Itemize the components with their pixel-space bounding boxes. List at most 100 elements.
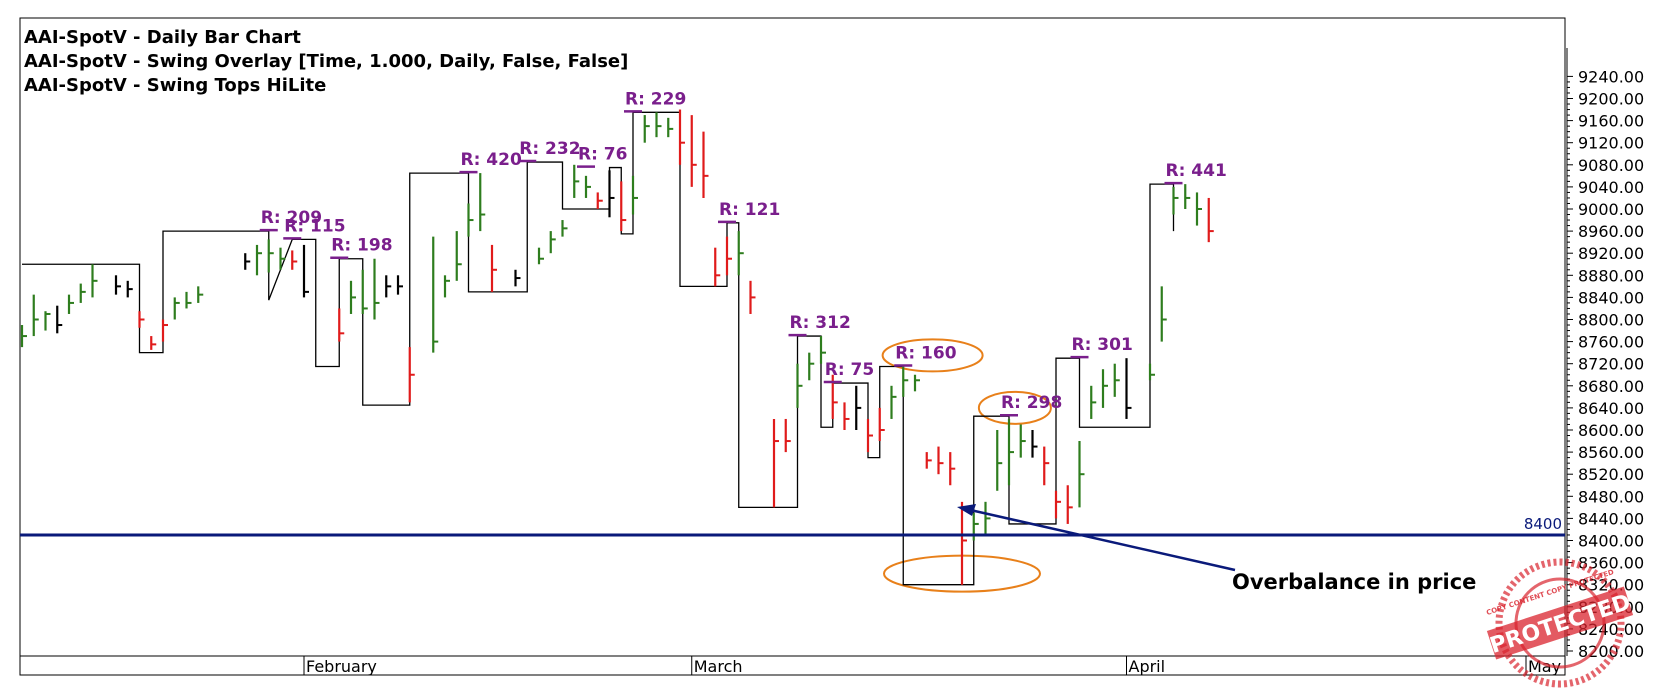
- price-bar: [784, 418, 791, 453]
- price-bar: [279, 247, 286, 270]
- highlight-ellipse: [977, 390, 1052, 425]
- price-tick-label: 8640.00: [1578, 399, 1644, 418]
- price-tick-label: 8360.00: [1578, 554, 1644, 573]
- price-bar: [291, 250, 298, 270]
- price-bar: [1007, 418, 1014, 486]
- price-bar: [913, 374, 920, 392]
- price-bar: [255, 244, 262, 276]
- swing-label: R: 441: [1166, 161, 1227, 181]
- price-tick-label: 8880.00: [1578, 266, 1644, 285]
- price-bar: [620, 181, 627, 232]
- price-bar: [20, 325, 27, 348]
- price-bar: [244, 253, 251, 270]
- price-bar: [479, 173, 486, 232]
- price-tick-label: 9080.00: [1578, 156, 1644, 175]
- price-bar: [1125, 358, 1132, 419]
- price-bar: [126, 280, 133, 298]
- price-bar: [114, 275, 121, 295]
- price-bar: [608, 170, 615, 218]
- price-bar: [537, 247, 544, 265]
- price-bar: [690, 115, 697, 187]
- price-bar: [737, 231, 744, 276]
- price-bar: [631, 175, 638, 215]
- price-bar: [490, 244, 497, 292]
- price-bar: [267, 239, 274, 273]
- price-bar: [714, 247, 721, 287]
- price-bar: [561, 220, 568, 237]
- swing-overlay-legend: AAI-SpotV - Swing Overlay [Time, 1.000, …: [24, 51, 629, 72]
- swing-label: R: 312: [790, 313, 851, 333]
- price-bar: [584, 175, 591, 198]
- price-tick-label: 8520.00: [1578, 465, 1644, 484]
- price-tick-label: 8720.00: [1578, 355, 1644, 374]
- price-tick-label: 8840.00: [1578, 288, 1644, 307]
- price-tick-label: 8560.00: [1578, 443, 1644, 462]
- price-bar: [338, 308, 345, 342]
- price-bar: [749, 280, 756, 314]
- price-bar: [1066, 485, 1073, 524]
- price-bar: [138, 311, 145, 328]
- price-bar: [91, 264, 98, 298]
- swing-label: R: 115: [284, 216, 345, 236]
- price-bar: [1160, 286, 1167, 342]
- swing-path: [22, 111, 1175, 586]
- swing-label: R: 160: [895, 343, 956, 363]
- chart-title: AAI-SpotV - Daily Bar Chart: [24, 27, 301, 48]
- price-bar: [161, 319, 168, 342]
- price-bar: [878, 407, 885, 442]
- swing-label: R: 121: [719, 200, 780, 220]
- price-tick-label: 9120.00: [1578, 134, 1644, 153]
- price-bar: [443, 275, 450, 298]
- swing-label: R: 298: [1001, 393, 1062, 413]
- price-bars: [20, 109, 1214, 585]
- price-tick-label: 9000.00: [1578, 200, 1644, 219]
- price-tick-label: 9240.00: [1578, 67, 1644, 86]
- price-bar: [56, 305, 63, 334]
- price-bar: [185, 291, 192, 309]
- plot-border: [19, 17, 1566, 676]
- price-bar: [1195, 192, 1202, 226]
- swing-label: R: 76: [578, 145, 627, 165]
- price-bar: [855, 385, 862, 430]
- price-bar: [197, 286, 204, 303]
- price-bar: [1172, 186, 1179, 215]
- price-bar: [643, 115, 650, 143]
- price-tick-label: 8680.00: [1578, 377, 1644, 396]
- price-bar: [819, 336, 826, 364]
- annotation-label: Overbalance in price: [1232, 570, 1476, 594]
- price-bar: [302, 244, 309, 298]
- price-axis: 8200.008240.008280.008320.008360.008400.…: [1566, 48, 1644, 661]
- price-bar: [67, 294, 74, 314]
- price-tick-label: 8440.00: [1578, 509, 1644, 528]
- price-bar: [949, 452, 956, 486]
- price-bar: [373, 258, 380, 320]
- price-bar: [1054, 490, 1061, 519]
- price-tick-label: 9040.00: [1578, 178, 1644, 197]
- month-label: March: [694, 657, 743, 676]
- price-tick-label: 8800.00: [1578, 311, 1644, 330]
- price-tick-label: 8600.00: [1578, 421, 1644, 440]
- price-bar: [996, 430, 1003, 491]
- price-tick-label: 9200.00: [1578, 90, 1644, 109]
- price-bar: [396, 275, 403, 295]
- time-axis: February March April May: [303, 656, 1561, 676]
- price-bar: [408, 347, 415, 403]
- swing-label: R: 232: [519, 139, 580, 159]
- price-bar: [79, 283, 86, 303]
- price-bar: [514, 269, 521, 287]
- price-bar: [385, 275, 392, 298]
- watermark-banner: [1486, 586, 1634, 660]
- price-bar: [725, 236, 732, 276]
- price-bar: [937, 446, 944, 475]
- price-bar: [573, 164, 580, 198]
- price-bar: [1101, 369, 1108, 408]
- price-bar: [890, 385, 897, 419]
- price-bar: [655, 112, 662, 138]
- swing-label: R: 301: [1072, 335, 1133, 355]
- price-bar: [808, 352, 815, 381]
- level-line-label: 8400: [1524, 515, 1562, 533]
- price-tick-label: 8760.00: [1578, 333, 1644, 352]
- chart-frame: [19, 17, 1566, 676]
